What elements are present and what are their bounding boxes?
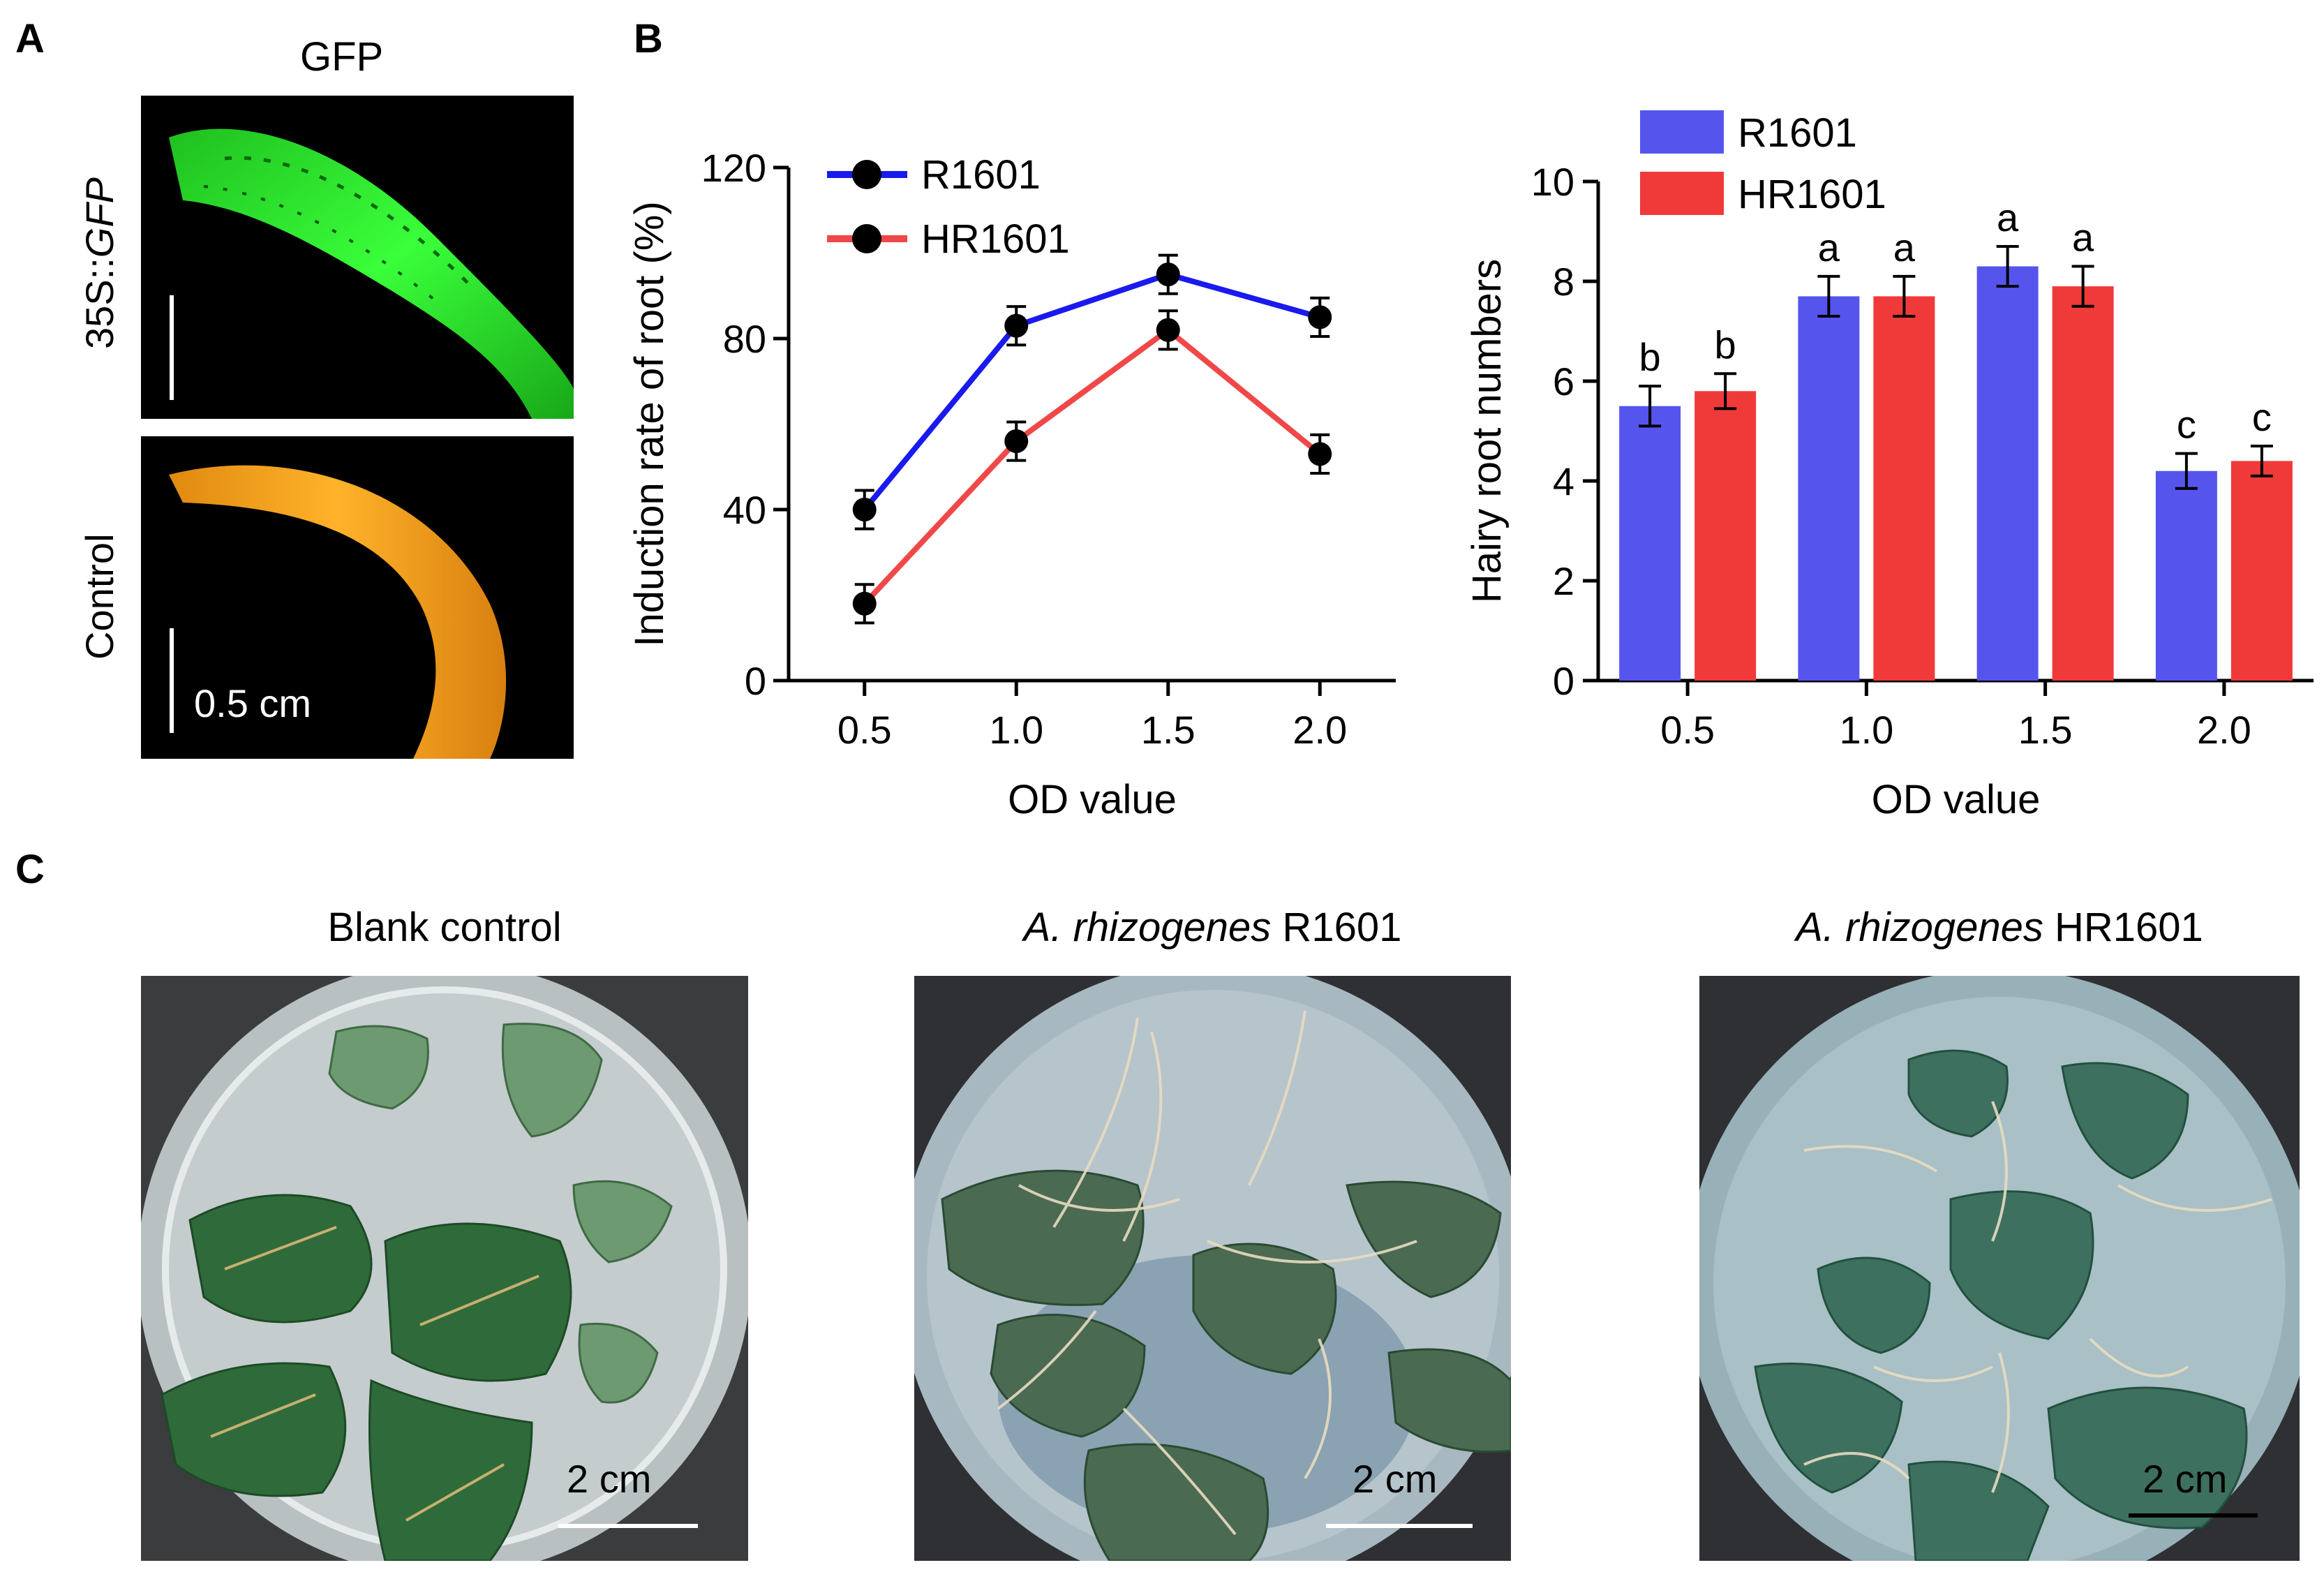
bar-chart-legend-swatch [1640, 110, 1724, 154]
gfp-row-label-gene: GFP [77, 177, 121, 258]
hr1601-plate-title: A. rhizogenes HR1601 [1699, 904, 2300, 951]
line-chart-x-axis-label: OD value [1008, 777, 1177, 822]
bar-chart-bar [1873, 296, 1935, 681]
bar-chart-significance-letter: a [1997, 195, 2019, 239]
bar-chart-significance-letter: c [2252, 395, 2272, 439]
bar-chart-legend-label: HR1601 [1738, 172, 1886, 217]
bar-chart-y-tick-label: 4 [1553, 459, 1574, 503]
gfp-column-title: GFP [300, 34, 384, 80]
induction-rate-line-chart: 0 40 80 120 0.5 1.0 1.5 2.0 OD value Induction ra… [627, 146, 1396, 822]
line-chart-data-point [1004, 313, 1029, 338]
bar-chart-legend-label: R1601 [1738, 110, 1857, 156]
r1601-plate-image [914, 976, 1511, 1561]
bar-chart-x-tick-label: 1.5 [2018, 708, 2073, 752]
panel-c-letter: C [15, 847, 45, 892]
line-chart-y-tick-label: 80 [723, 317, 766, 361]
line-chart-legend-label: R1601 [921, 152, 1041, 198]
control-root-photo [141, 436, 574, 759]
r1601-plate-title: A. rhizogenes R1601 [914, 904, 1511, 951]
line-chart-x-tick-label: 1.5 [1141, 708, 1195, 752]
hr1601-scale-bar [2129, 1513, 2258, 1518]
bar-chart-y-axis-label: Hairy root numbers [1464, 259, 1510, 603]
bar-chart-bar [2155, 470, 2217, 681]
bar-chart-bar [2052, 286, 2114, 681]
bar-chart-legend-swatch [1640, 172, 1724, 215]
gfp-root-image [169, 128, 574, 419]
blank-control-plate-photo [141, 976, 748, 1561]
line-chart-x-tick-label: 0.5 [837, 708, 892, 752]
bar-chart-significance-letter: a [1818, 225, 1840, 269]
line-chart-series-line [862, 271, 1321, 512]
blank-control-plate-image [141, 976, 748, 1561]
control-scale-label: 0.5 cm [194, 681, 312, 725]
control-row-label: Control [77, 533, 121, 660]
line-chart-data-point [1308, 305, 1332, 329]
r1601-plate-photo [914, 976, 1511, 1561]
bar-chart-significance-letter: a [2072, 216, 2094, 260]
hr1601-plate-title-italic: A. rhizogenes [1796, 905, 2043, 950]
hr1601-scale-label: 2 cm [2143, 1457, 2228, 1501]
line-chart-legend-marker [852, 160, 881, 189]
hr1601-plate-title-plain: HR1601 [2043, 905, 2203, 950]
r1601-plate-title-italic: A. rhizogenes [1023, 905, 1272, 950]
panel-a-letter: A [15, 16, 45, 61]
line-chart-y-tick-label: 120 [701, 146, 766, 190]
bar-chart-y-tick-label: 10 [1531, 160, 1574, 204]
blank-control-title: Blank control [141, 904, 748, 951]
line-chart-y-tick-label: 0 [745, 659, 766, 703]
gfp-row-label-prefix: 35S:: [77, 258, 121, 349]
bar-chart-x-tick-label: 1.0 [1839, 708, 1893, 752]
blank-control-scale-label: 2 cm [567, 1457, 652, 1501]
line-chart-legend-label: HR1601 [921, 216, 1070, 262]
line-chart-data-point [1156, 262, 1180, 287]
hr1601-plate-photo [1699, 976, 2300, 1561]
bar-chart-bar [1976, 266, 2039, 681]
line-chart-data-point [1004, 429, 1029, 453]
line-chart-series-line [862, 326, 1322, 606]
blank-control-scale-bar [558, 1524, 698, 1528]
bar-chart-x-axis-label: OD value [1872, 777, 2041, 822]
hairy-root-bar-chart: 0 2 4 6 8 10 0.5 b b 1.0 a a 1.5 a a 2.0 c c OD value Hairy… [1464, 110, 2314, 822]
control-root-image [169, 465, 507, 759]
line-chart-data-point [1156, 318, 1180, 342]
bar-chart-x-tick-label: 2.0 [2197, 708, 2251, 752]
line-chart-x-tick-label: 2.0 [1293, 708, 1347, 752]
blank-control-title-plain: Blank control [327, 905, 562, 950]
line-chart-y-tick-label: 40 [723, 488, 766, 532]
line-chart-x-tick-label: 1.0 [989, 708, 1043, 752]
bar-chart-significance-letter: a [1893, 225, 1916, 269]
bar-chart-significance-letter: b [1715, 322, 1736, 366]
bar-chart-y-tick-label: 0 [1553, 659, 1574, 703]
bar-chart-y-tick-label: 6 [1553, 359, 1574, 403]
gfp-root-photo [141, 96, 574, 419]
bar-chart-y-tick-label: 2 [1553, 559, 1574, 603]
gfp-scale-bar [170, 295, 174, 400]
bar-chart-y-tick-label: 8 [1553, 260, 1574, 304]
bar-chart-bar [1619, 406, 1681, 681]
line-chart-y-axis-label: Induction rate of root (%) [627, 201, 672, 646]
bar-chart-bar [1798, 296, 1860, 681]
bar-chart-bar [1694, 391, 1757, 681]
control-scale-bar [170, 628, 174, 733]
bar-chart-bar [2230, 461, 2293, 681]
r1601-plate-title-plain: R1601 [1271, 905, 1402, 950]
bar-chart-significance-letter: c [2177, 403, 2196, 447]
panel-b-letter: B [634, 16, 663, 61]
r1601-scale-bar [1326, 1524, 1473, 1528]
r1601-scale-label: 2 cm [1353, 1457, 1438, 1501]
line-chart-data-point [852, 498, 877, 521]
hr1601-plate-image [1699, 976, 2300, 1561]
line-chart-data-point [852, 591, 877, 616]
line-chart-legend-marker [852, 224, 881, 253]
gfp-row-label: 35S::GFP [77, 177, 122, 349]
bar-chart-significance-letter: b [1639, 335, 1661, 379]
bar-chart-x-tick-label: 0.5 [1660, 708, 1715, 752]
line-chart-data-point [1308, 442, 1332, 466]
